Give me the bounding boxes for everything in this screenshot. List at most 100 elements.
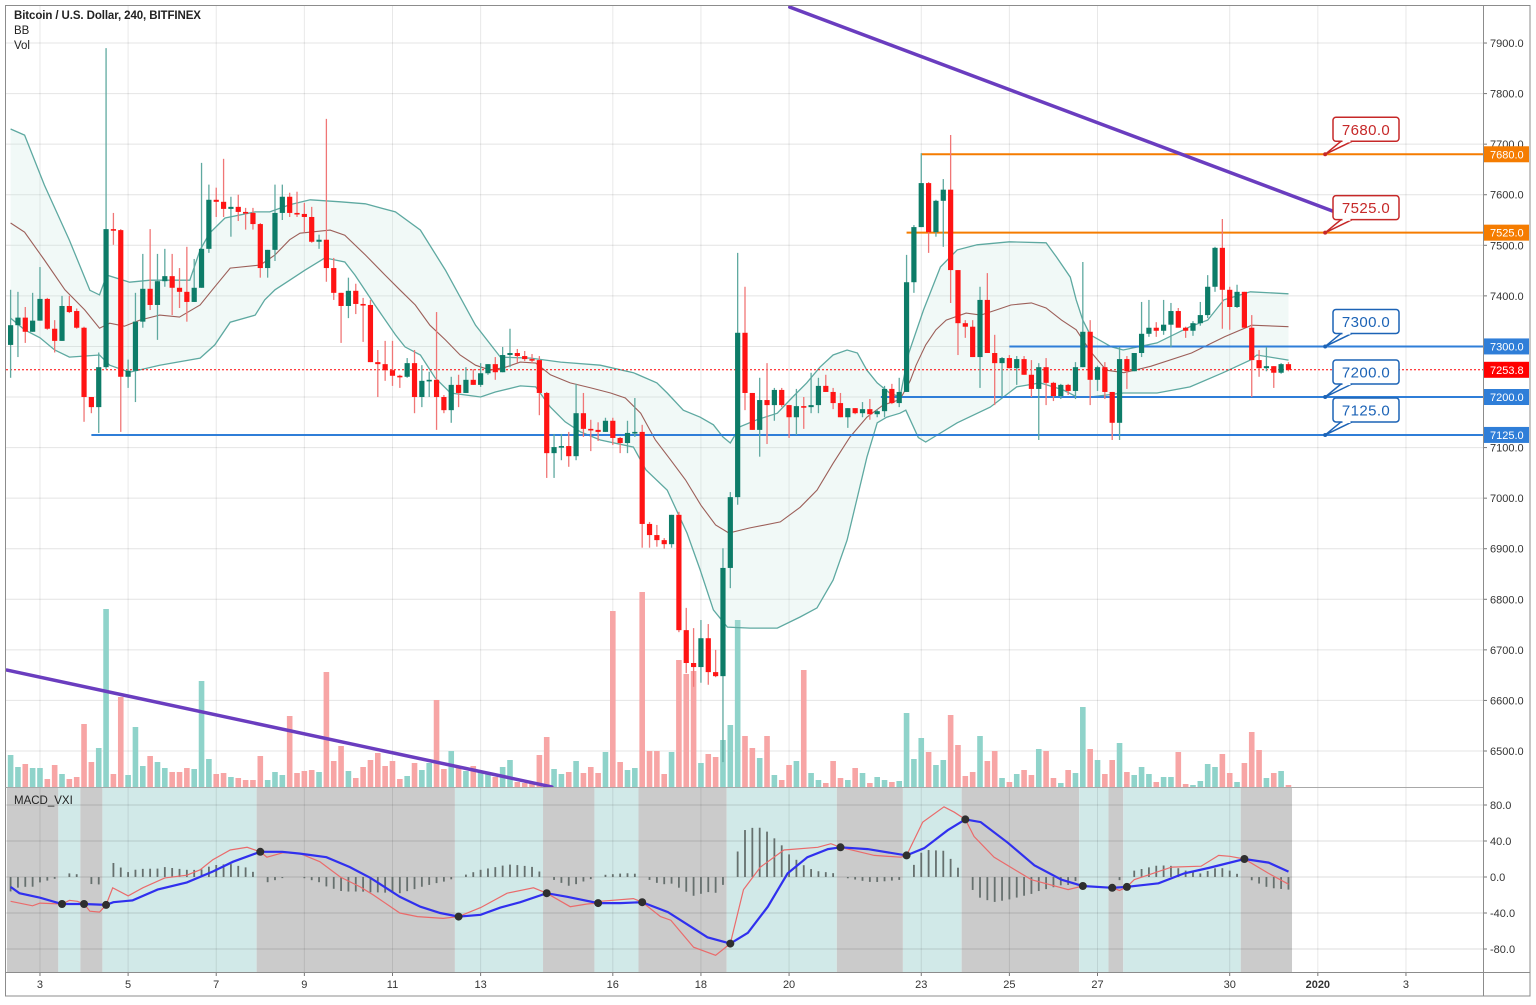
candle[interactable] <box>1263 346 1270 372</box>
candle[interactable] <box>59 295 65 341</box>
candle[interactable] <box>536 356 542 416</box>
candle[interactable] <box>367 299 374 363</box>
candle[interactable] <box>1153 322 1159 337</box>
candle[interactable] <box>257 223 263 278</box>
candle[interactable] <box>88 397 94 414</box>
horizontal-levels[interactable] <box>91 153 1483 436</box>
candle[interactable] <box>1278 363 1284 374</box>
candle[interactable] <box>683 607 689 674</box>
candle[interactable] <box>970 320 976 358</box>
candle[interactable] <box>1271 366 1277 388</box>
candle[interactable] <box>309 206 315 243</box>
candle[interactable] <box>1131 353 1137 372</box>
candle[interactable] <box>779 387 785 408</box>
candle[interactable] <box>492 357 498 380</box>
candle[interactable] <box>1168 302 1174 347</box>
candle[interactable] <box>867 399 873 420</box>
candle[interactable] <box>1080 261 1086 368</box>
candle[interactable] <box>1006 355 1012 369</box>
callout-7680.0[interactable]: 7680.0 <box>1323 116 1400 157</box>
candle[interactable] <box>544 391 550 478</box>
candle[interactable] <box>287 192 293 217</box>
candle[interactable] <box>279 184 285 221</box>
candle[interactable] <box>140 253 146 328</box>
callout-box[interactable] <box>1332 116 1400 143</box>
candle[interactable] <box>1161 299 1167 335</box>
candle[interactable] <box>265 249 271 278</box>
candle[interactable] <box>389 340 396 386</box>
candle[interactable] <box>294 191 300 217</box>
candle[interactable] <box>1197 301 1203 326</box>
candle[interactable] <box>801 397 807 429</box>
candle[interactable] <box>903 254 910 392</box>
candle[interactable] <box>830 387 836 410</box>
candle[interactable] <box>602 417 609 432</box>
candle[interactable] <box>37 267 43 321</box>
candle[interactable] <box>1072 362 1079 400</box>
macd-pane[interactable] <box>9 806 1290 956</box>
candle[interactable] <box>1021 356 1027 375</box>
candle[interactable] <box>1036 363 1042 440</box>
callout-box[interactable] <box>1332 359 1400 385</box>
candle[interactable] <box>360 297 366 342</box>
candle[interactable] <box>1146 299 1152 337</box>
candle[interactable] <box>573 383 579 461</box>
candle[interactable] <box>1234 284 1240 309</box>
candle[interactable] <box>690 628 697 687</box>
candle[interactable] <box>110 212 117 245</box>
candle[interactable] <box>250 207 256 230</box>
candle[interactable] <box>617 436 623 454</box>
candle[interactable] <box>646 521 653 548</box>
candle[interactable] <box>859 402 866 418</box>
candle[interactable] <box>823 374 829 392</box>
candle[interactable] <box>654 524 660 547</box>
candle[interactable] <box>397 374 403 388</box>
candle[interactable] <box>1175 308 1181 328</box>
candle[interactable] <box>881 385 888 418</box>
callout-box[interactable] <box>1332 194 1400 221</box>
candle[interactable] <box>588 419 594 452</box>
candle[interactable] <box>889 383 895 405</box>
candle[interactable] <box>66 295 72 314</box>
candle[interactable] <box>1241 291 1247 328</box>
candle[interactable] <box>984 273 990 354</box>
candle[interactable] <box>764 363 770 445</box>
callout-7525.0[interactable]: 7525.0 <box>1323 194 1400 235</box>
time-axis-bg[interactable] <box>5 972 1484 996</box>
candle[interactable] <box>228 196 234 237</box>
candle[interactable] <box>911 225 917 293</box>
candle[interactable] <box>176 268 183 309</box>
candle[interactable] <box>96 352 102 433</box>
candle[interactable] <box>1065 383 1071 395</box>
candle[interactable] <box>948 135 954 303</box>
candle[interactable] <box>705 624 711 685</box>
price-axis-bg[interactable] <box>1483 5 1530 997</box>
candle[interactable] <box>22 306 28 343</box>
candle[interactable] <box>52 320 58 353</box>
candle[interactable] <box>411 349 418 414</box>
macd-axis[interactable]: 80.0 40.0 0.0 -40.0 -80.0 <box>1483 800 1515 956</box>
candle[interactable] <box>992 334 998 406</box>
candle[interactable] <box>485 364 491 375</box>
candle[interactable] <box>624 420 631 454</box>
trend-lines[interactable] <box>6 6 1348 787</box>
candle[interactable] <box>1058 383 1064 400</box>
candle[interactable] <box>999 357 1005 398</box>
candle[interactable] <box>118 229 124 432</box>
candle[interactable] <box>720 548 726 763</box>
candle[interactable] <box>918 153 924 228</box>
candle[interactable] <box>955 270 961 356</box>
candle[interactable] <box>1124 356 1130 389</box>
price-axis[interactable]: 7900.07800.07700.07600.07500.07400.07300… <box>1483 38 1524 758</box>
candle[interactable] <box>632 398 638 437</box>
candle[interactable] <box>463 367 469 393</box>
candle[interactable] <box>433 312 440 430</box>
candle[interactable] <box>243 207 249 230</box>
candle[interactable] <box>132 292 139 403</box>
candle[interactable] <box>962 320 968 338</box>
time-axis[interactable]: 3 5 7 9 11 13 16 18 20 23 25 27 30 2020 3 <box>37 972 1409 991</box>
candle[interactable] <box>522 350 528 362</box>
indicator-macd-label[interactable]: MACD_VXI <box>14 795 73 807</box>
candle[interactable] <box>815 377 822 414</box>
